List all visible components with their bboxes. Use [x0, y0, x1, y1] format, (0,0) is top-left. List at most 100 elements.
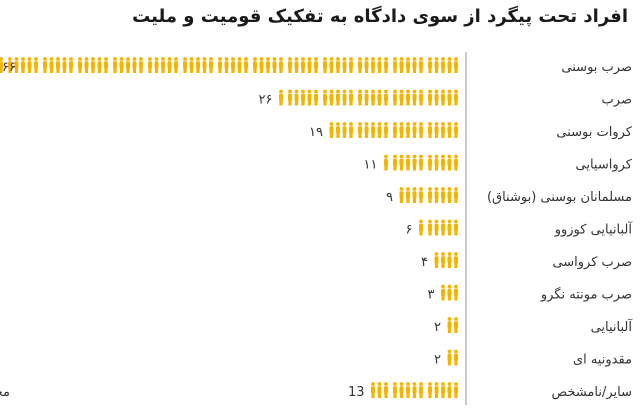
person-icon [428, 187, 432, 203]
person-icon [329, 89, 334, 106]
person-icon [419, 122, 423, 138]
person-icon [329, 122, 334, 138]
person-icon [434, 187, 439, 203]
person-icon [406, 122, 410, 138]
person-icon [441, 219, 445, 236]
person-icon [447, 252, 452, 268]
person-icon [428, 89, 432, 106]
person-icon [419, 187, 423, 203]
person-icon [371, 382, 375, 398]
person-icon [428, 122, 432, 138]
person-icon [454, 317, 458, 333]
person-icon [174, 57, 178, 73]
person-icon [329, 57, 334, 73]
person-icon [43, 57, 47, 73]
person-icon [447, 57, 452, 73]
person-icon [323, 57, 327, 73]
person-icon [336, 89, 340, 106]
person-icon [419, 89, 423, 106]
chart-row: صرب کرواسی ۴ [421, 252, 632, 270]
person-icon [441, 252, 445, 268]
person-icon [97, 57, 102, 73]
person-icon [104, 57, 108, 73]
person-icon [447, 349, 452, 366]
person-icon [358, 89, 362, 106]
person-icon [342, 57, 347, 73]
person-icon [428, 382, 432, 398]
person-icon [447, 187, 452, 203]
value-label: 13 [348, 385, 365, 400]
person-icon [294, 57, 299, 73]
person-icon [349, 89, 353, 106]
person-icon [454, 89, 458, 106]
category-label: صرب مونته نگرو [540, 287, 632, 303]
person-icon [434, 252, 439, 268]
person-icon [349, 57, 353, 73]
person-icon [301, 57, 305, 73]
person-icon [377, 382, 382, 398]
chart-row: صرب بوسنی ۶۶ [0, 57, 632, 75]
person-icon [454, 252, 458, 268]
person-icon [419, 219, 423, 236]
chart-row: آلبانیایی کوزوو ۶ [406, 219, 634, 238]
person-icon [342, 122, 347, 138]
person-icon [288, 57, 292, 73]
value-label: ۳ [428, 288, 435, 303]
person-icon [62, 57, 67, 73]
person-icon [288, 89, 292, 106]
person-icon [428, 154, 432, 171]
person-icon [377, 89, 382, 106]
person-icon [358, 122, 362, 138]
person-icon [419, 57, 423, 73]
person-icon [447, 284, 452, 301]
person-icon [27, 57, 32, 73]
person-icon [454, 154, 458, 171]
person-icon [209, 57, 213, 73]
person-icon [399, 57, 404, 73]
chart-row: کروات بوسنی ۱۹ [309, 122, 633, 140]
person-icon [447, 219, 452, 236]
person-icon [218, 57, 222, 73]
person-icon [364, 89, 369, 106]
person-icon [447, 382, 452, 398]
category-label: کرواسیایی [576, 158, 633, 173]
person-icon [384, 57, 388, 73]
person-icon [441, 382, 445, 398]
person-icon [441, 57, 445, 73]
person-icon [412, 122, 417, 138]
chart-row: مقدونیه ای ۲ [434, 349, 632, 368]
value-label: ۶ [406, 223, 413, 238]
person-icon [336, 122, 340, 138]
person-icon [342, 89, 347, 106]
category-label: آلبانیایی [591, 318, 634, 335]
value-label: ۶۶ [2, 60, 16, 75]
person-icon [412, 187, 417, 203]
total-label: مجموع: ۱۶۱ [0, 385, 10, 400]
person-icon [21, 57, 25, 73]
category-label: سایر/نامشخص [552, 385, 632, 400]
value-label: ۲ [434, 320, 441, 335]
chart-row: کرواسیایی ۱۱ [364, 154, 633, 173]
person-icon [454, 122, 458, 138]
category-label: صرب کرواسی [552, 255, 632, 270]
value-label: ۱۹ [309, 125, 323, 140]
person-icon [336, 57, 340, 73]
category-label: کروات بوسنی [556, 125, 632, 140]
person-icon [406, 89, 410, 106]
person-icon [384, 382, 388, 398]
person-icon [279, 89, 283, 106]
person-icon [231, 57, 235, 73]
person-icon [441, 154, 445, 171]
person-icon [358, 57, 362, 73]
chart-row: مسلمانان بوسنی (بوشناق) ۹ [386, 187, 632, 205]
value-label: ۲۶ [259, 93, 273, 108]
person-icon [126, 57, 130, 73]
person-icon [412, 382, 417, 398]
person-icon [91, 57, 95, 73]
person-icon [428, 57, 432, 73]
category-label: آلبانیایی کوزوو [554, 221, 634, 238]
person-icon [447, 122, 452, 138]
person-icon [447, 154, 452, 171]
person-icon [434, 57, 439, 73]
